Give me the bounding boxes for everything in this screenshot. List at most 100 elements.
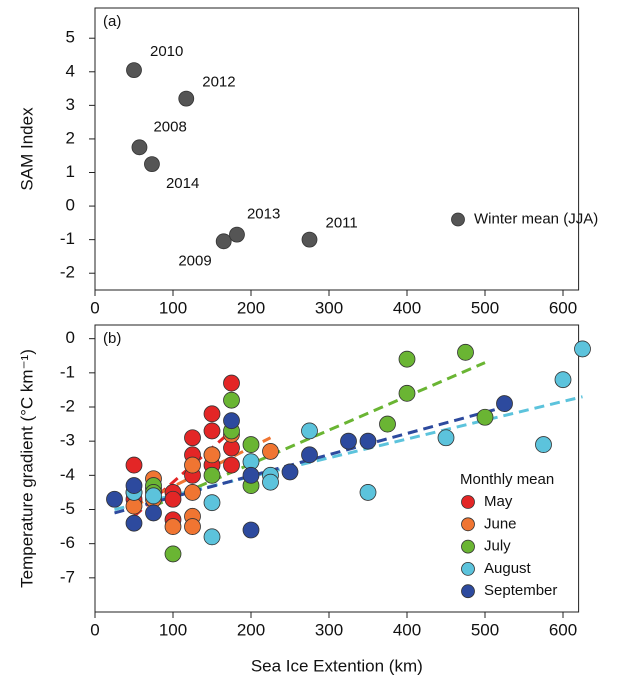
legend-label: August	[484, 560, 532, 577]
legend-label: July	[484, 538, 511, 555]
data-point	[281, 463, 299, 481]
x-tick-label: 400	[393, 620, 421, 639]
data-point	[125, 456, 143, 474]
y-tick-label: -6	[60, 533, 75, 552]
point-label: 2008	[153, 118, 186, 135]
data-point	[178, 90, 195, 107]
data-point	[203, 405, 221, 423]
data-point	[242, 521, 260, 539]
point-label: 2014	[166, 175, 199, 192]
data-point	[398, 384, 416, 402]
y-tick-label: -4	[60, 465, 75, 484]
x-tick-label: 300	[315, 620, 343, 639]
data-point	[223, 391, 240, 409]
data-point	[359, 432, 377, 450]
y-tick-label: 1	[66, 162, 75, 181]
x-axis-label: Sea Ice Extention (km)	[251, 656, 423, 675]
x-tick-label: 200	[237, 298, 265, 317]
data-point	[359, 484, 377, 501]
legend-label: September	[484, 582, 557, 599]
data-point	[164, 490, 182, 508]
data-point	[215, 233, 232, 250]
legend-marker	[461, 562, 475, 576]
point-label: 2009	[178, 252, 211, 269]
y-tick-label: -7	[60, 567, 75, 586]
data-point	[242, 436, 260, 453]
panel-label: (b)	[103, 330, 121, 347]
plot-frame	[94, 7, 580, 291]
data-point	[535, 436, 552, 453]
y-tick-label: -1	[60, 362, 75, 381]
y-tick-label: -1	[60, 229, 75, 248]
x-tick-label: 400	[393, 298, 421, 317]
data-point	[203, 528, 221, 546]
data-point	[437, 429, 455, 447]
data-point	[398, 350, 416, 368]
data-point	[223, 456, 240, 474]
y-axis-label: SAM Index	[17, 107, 36, 191]
data-point	[126, 62, 142, 79]
data-point	[340, 432, 357, 450]
data-point	[144, 156, 160, 173]
x-tick-label: 0	[90, 298, 99, 317]
data-point	[301, 422, 318, 440]
data-point	[125, 477, 143, 494]
y-tick-label: -3	[60, 431, 75, 450]
y-tick-label: -2	[60, 263, 75, 282]
data-point	[184, 518, 201, 535]
point-label: 2011	[326, 215, 358, 232]
legend-label: June	[484, 515, 517, 532]
x-tick-label: 600	[549, 298, 577, 317]
x-tick-label: 100	[159, 298, 187, 317]
y-tick-label: -5	[60, 499, 75, 518]
y-tick-label: -2	[60, 396, 75, 415]
data-point	[164, 545, 182, 563]
point-label: 2013	[247, 206, 280, 223]
data-point	[184, 429, 201, 447]
data-point	[476, 408, 494, 426]
data-point	[223, 412, 240, 430]
point-label: 2012	[202, 74, 235, 91]
data-point	[554, 371, 572, 389]
y-tick-label: 4	[66, 61, 75, 80]
x-tick-label: 500	[471, 298, 499, 317]
y-tick-label: 3	[66, 95, 75, 114]
point-label: 2010	[150, 43, 183, 60]
x-tick-label: 0	[90, 620, 99, 639]
panel-label: (a)	[103, 13, 121, 30]
legend-label: May	[484, 493, 513, 510]
data-point	[203, 422, 221, 440]
legend-marker	[461, 495, 475, 509]
data-point	[301, 446, 318, 464]
data-point	[496, 395, 513, 412]
data-point	[242, 466, 260, 484]
y-tick-label: 0	[66, 328, 75, 347]
trend-line	[152, 361, 486, 508]
data-point	[574, 340, 591, 358]
data-point	[125, 514, 143, 532]
data-point	[145, 487, 162, 505]
data-point	[229, 226, 245, 243]
legend-label: Winter mean (JJA)	[474, 210, 598, 227]
data-point	[106, 490, 123, 508]
data-point	[184, 484, 201, 501]
plot-frame	[94, 324, 580, 613]
data-point	[203, 446, 221, 464]
x-tick-label: 300	[315, 298, 343, 317]
data-point	[164, 518, 182, 535]
data-point	[379, 415, 396, 433]
data-point	[131, 139, 148, 156]
y-tick-label: 0	[66, 196, 75, 215]
data-point	[203, 466, 221, 484]
data-point	[184, 456, 201, 474]
legend-marker	[461, 517, 475, 532]
data-point	[145, 504, 162, 522]
y-axis-label: Temperature gradient (°C km⁻¹)	[17, 349, 36, 588]
legend-marker	[461, 584, 475, 599]
legend-marker	[451, 212, 465, 227]
data-point	[203, 494, 221, 512]
x-tick-label: 200	[237, 620, 265, 639]
y-tick-label: 2	[66, 128, 75, 147]
